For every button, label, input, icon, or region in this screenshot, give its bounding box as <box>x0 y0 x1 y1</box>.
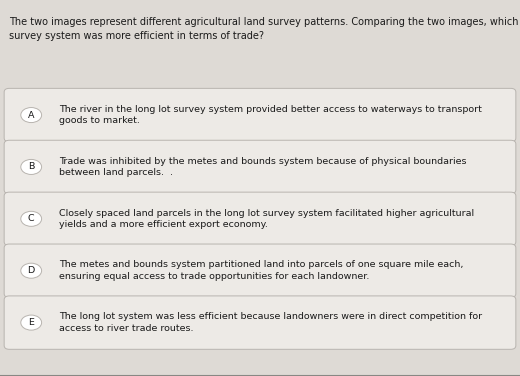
Text: A: A <box>28 111 34 120</box>
FancyBboxPatch shape <box>4 296 516 349</box>
Text: C: C <box>28 214 34 223</box>
Circle shape <box>21 315 42 330</box>
Text: The two images represent different agricultural land survey patterns. Comparing : The two images represent different agric… <box>9 17 519 41</box>
FancyBboxPatch shape <box>4 192 516 246</box>
Circle shape <box>21 211 42 226</box>
FancyBboxPatch shape <box>4 88 516 142</box>
Text: The long lot system was less efficient because landowners were in direct competi: The long lot system was less efficient b… <box>59 312 482 333</box>
Circle shape <box>21 263 42 278</box>
Text: Closely spaced land parcels in the long lot survey system facilitated higher agr: Closely spaced land parcels in the long … <box>59 209 474 229</box>
Text: E: E <box>28 318 34 327</box>
Text: The river in the long lot survey system provided better access to waterways to t: The river in the long lot survey system … <box>59 105 482 125</box>
Text: B: B <box>28 162 34 171</box>
Circle shape <box>21 108 42 123</box>
Text: D: D <box>28 266 35 275</box>
FancyBboxPatch shape <box>4 244 516 297</box>
Circle shape <box>21 159 42 174</box>
FancyBboxPatch shape <box>4 140 516 194</box>
Text: Trade was inhibited by the metes and bounds system because of physical boundarie: Trade was inhibited by the metes and bou… <box>59 157 466 177</box>
Text: The metes and bounds system partitioned land into parcels of one square mile eac: The metes and bounds system partitioned … <box>59 261 463 281</box>
